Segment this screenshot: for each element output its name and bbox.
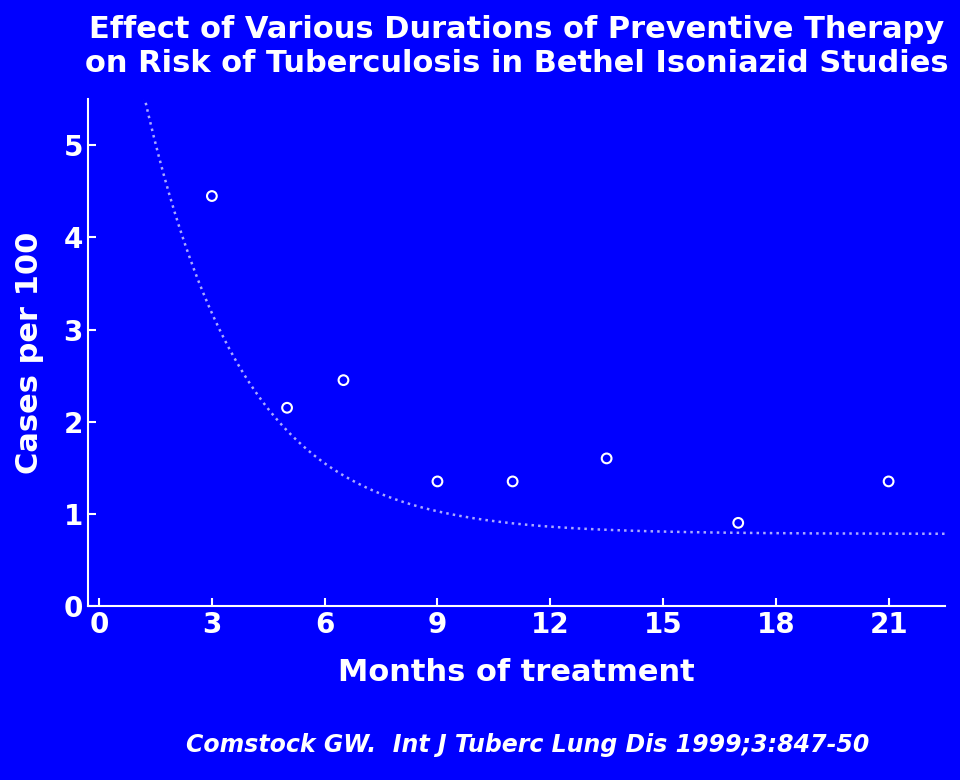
Point	[279, 402, 295, 414]
Point	[204, 190, 220, 202]
Text: Comstock GW.  Int J Tuberc Lung Dis 1999;3:847-50: Comstock GW. Int J Tuberc Lung Dis 1999;…	[186, 732, 870, 757]
Point	[881, 475, 897, 488]
Point	[599, 452, 614, 465]
Point	[430, 475, 445, 488]
Point	[731, 516, 746, 529]
X-axis label: Months of treatment: Months of treatment	[338, 658, 695, 687]
Point	[336, 374, 351, 386]
Y-axis label: Cases per 100: Cases per 100	[15, 232, 44, 473]
Point	[505, 475, 520, 488]
Title: Effect of Various Durations of Preventive Therapy
on Risk of Tuberculosis in Bet: Effect of Various Durations of Preventiv…	[84, 15, 948, 77]
